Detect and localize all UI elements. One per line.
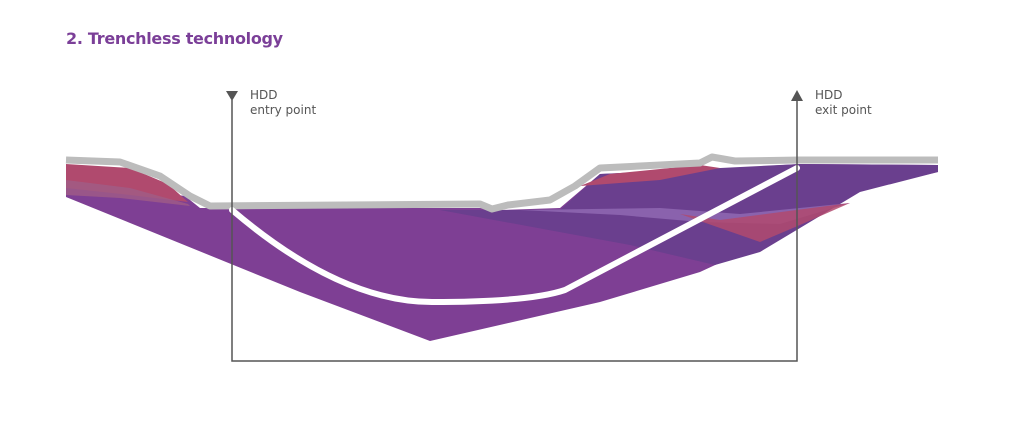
soil-layer-red-wedge: [680, 203, 850, 242]
triangle-up-icon: [791, 90, 803, 101]
hdd-bore-path: [229, 165, 800, 306]
soil-layer-red-right: [580, 165, 720, 186]
soil-layer-lilac-left: [66, 180, 190, 206]
entry-exit-bracket: [231, 100, 798, 362]
ground-surface: [65, 153, 938, 213]
entry-point-line2: entry point: [250, 103, 317, 117]
soil-layer-red-left: [66, 164, 188, 202]
triangle-down-icon: [226, 91, 238, 101]
exit-point-line2: exit point: [815, 103, 872, 117]
exit-point-line1: HDD: [815, 88, 843, 102]
entry-point-line1: HDD: [250, 88, 278, 102]
page-title: 2. Trenchless technology: [66, 29, 283, 48]
entry-point-label: HDD entry point: [250, 88, 316, 118]
exit-point-label: HDD exit point: [815, 88, 872, 118]
